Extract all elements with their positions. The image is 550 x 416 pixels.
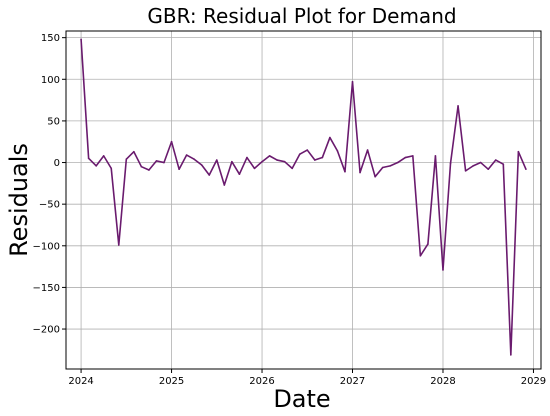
data-point (314, 159, 316, 161)
data-point (102, 155, 105, 157)
data-point (170, 140, 173, 143)
data-point (502, 163, 505, 165)
y-tick-label: 150 (41, 33, 60, 44)
x-tick-label: 2028 (430, 376, 455, 387)
data-point (381, 166, 384, 169)
chart-title: GBR: Residual Plot for Demand (147, 4, 456, 28)
data-point (494, 159, 497, 161)
data-point (336, 150, 339, 152)
data-point (163, 161, 165, 164)
y-tick-label: −150 (33, 283, 60, 294)
x-tick-label: 2025 (159, 376, 184, 387)
data-point (178, 168, 180, 170)
data-point (125, 158, 128, 161)
data-point (359, 171, 361, 174)
y-tick-label: 50 (47, 116, 60, 127)
data-point (223, 184, 226, 186)
y-tick-label: −50 (39, 200, 60, 211)
data-point (389, 165, 392, 167)
data-point (291, 167, 293, 170)
data-point (80, 38, 82, 41)
data-point (193, 158, 195, 161)
data-point (253, 167, 256, 170)
data-point (472, 165, 474, 167)
data-point (148, 169, 150, 171)
data-point (133, 150, 135, 153)
data-point (95, 165, 97, 167)
data-point (449, 162, 452, 165)
data-point (321, 156, 324, 159)
data-point (464, 170, 467, 172)
data-point (427, 243, 429, 245)
data-point (276, 159, 278, 161)
data-point (238, 173, 241, 175)
data-point (510, 354, 512, 356)
data-point (155, 160, 158, 162)
y-tick-label: 100 (41, 75, 60, 86)
data-point (200, 164, 203, 166)
data-point (117, 244, 120, 246)
data-point (246, 156, 248, 159)
y-tick-label: 0 (54, 158, 60, 169)
data-point (231, 160, 233, 163)
data-point (419, 254, 422, 257)
data-point (185, 154, 188, 156)
data-point (374, 175, 376, 178)
axes-layer (65, 30, 542, 370)
data-point (268, 155, 271, 157)
data-point (351, 80, 354, 83)
y-axis-label: Residuals (5, 143, 33, 257)
y-tick-label: −100 (33, 241, 60, 252)
ticks-layer: 150 100 50 0 −50 −100 −150 −200 2024 2025 2026 2027… (33, 33, 547, 387)
y-tick-label: −200 (33, 325, 60, 336)
data-point (140, 165, 143, 168)
grid-layer (66, 31, 541, 369)
data-point (396, 161, 399, 164)
data-point (261, 160, 263, 163)
data-point (487, 168, 490, 170)
x-axis-label: Date (273, 385, 330, 413)
residual-series-line (80, 39, 527, 356)
data-point (434, 155, 437, 157)
x-tick-label: 2029 (521, 376, 546, 387)
data-point (442, 269, 444, 271)
data-point (457, 105, 459, 107)
data-point (208, 174, 211, 176)
x-tick-label: 2026 (249, 376, 274, 387)
data-point (215, 159, 218, 161)
data-point (412, 155, 414, 157)
data-point (283, 160, 286, 163)
x-tick-label: 2024 (68, 376, 93, 387)
data-point (87, 157, 90, 160)
data-point (344, 170, 346, 173)
data-point (479, 161, 482, 164)
data-point (517, 150, 520, 153)
data-point (404, 156, 407, 159)
data-point (306, 149, 309, 151)
series-layer (80, 38, 527, 356)
data-point (525, 168, 527, 170)
data-point (329, 136, 331, 139)
plot-frame (65, 30, 542, 370)
data-point (110, 167, 113, 170)
data-point (298, 153, 301, 156)
x-tick-label: 2027 (340, 376, 365, 387)
data-point (366, 149, 369, 151)
